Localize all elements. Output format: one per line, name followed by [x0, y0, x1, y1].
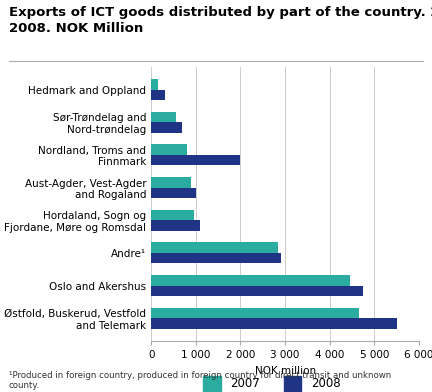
- X-axis label: NOK million: NOK million: [254, 366, 316, 376]
- Legend: 2007, 2008: 2007, 2008: [198, 372, 345, 392]
- Bar: [151, 79, 158, 89]
- Bar: [151, 112, 176, 122]
- Bar: [151, 122, 182, 132]
- Bar: [151, 155, 241, 165]
- Bar: [151, 308, 359, 318]
- Bar: [151, 220, 200, 230]
- Bar: [151, 89, 165, 100]
- Bar: [151, 144, 187, 155]
- Bar: [151, 253, 281, 263]
- Bar: [151, 285, 363, 296]
- Bar: [151, 242, 278, 253]
- Bar: [151, 210, 194, 220]
- Bar: [151, 275, 350, 285]
- Text: Exports of ICT goods distributed by part of the country. 2007 og
2008. NOK Milli: Exports of ICT goods distributed by part…: [9, 6, 432, 35]
- Bar: [151, 187, 196, 198]
- Text: ¹Produced in foreign country, produced in foreign country for direct transit and: ¹Produced in foreign country, produced i…: [9, 371, 391, 390]
- Bar: [151, 177, 191, 187]
- Bar: [151, 318, 397, 328]
